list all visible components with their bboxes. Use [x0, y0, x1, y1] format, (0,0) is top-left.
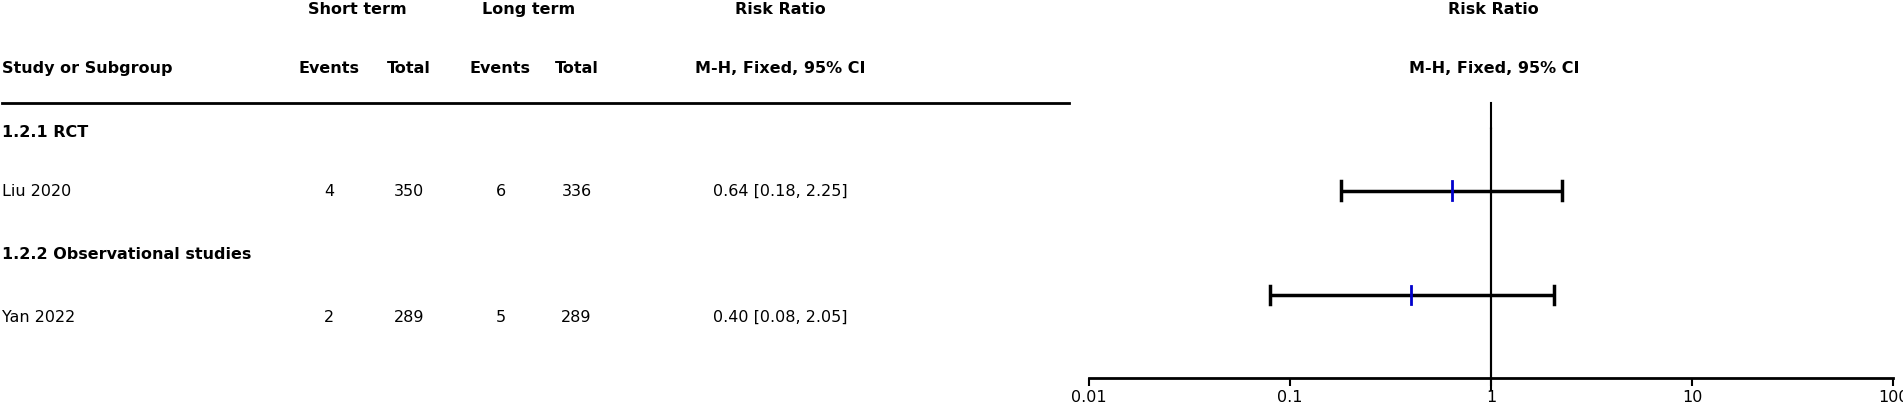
Text: 289: 289	[561, 310, 592, 325]
Text: Study or Subgroup: Study or Subgroup	[2, 60, 173, 76]
Text: Risk Ratio: Risk Ratio	[1448, 2, 1540, 17]
Text: 350: 350	[394, 184, 424, 199]
Text: Total: Total	[554, 60, 599, 76]
Text: Events: Events	[470, 60, 531, 76]
Text: Risk Ratio: Risk Ratio	[735, 2, 826, 17]
Text: 4: 4	[324, 184, 335, 199]
Text: Yan 2022: Yan 2022	[2, 310, 74, 325]
Text: M-H, Fixed, 95% CI: M-H, Fixed, 95% CI	[1408, 60, 1579, 76]
Text: Long term: Long term	[483, 2, 575, 17]
Text: M-H, Fixed, 95% CI: M-H, Fixed, 95% CI	[695, 60, 866, 76]
Text: Short term: Short term	[308, 2, 407, 17]
Text: 6: 6	[495, 184, 506, 199]
Text: 336: 336	[561, 184, 592, 199]
Text: 289: 289	[394, 310, 424, 325]
Text: Total: Total	[386, 60, 432, 76]
Text: Events: Events	[299, 60, 360, 76]
Text: 1.2.1 RCT: 1.2.1 RCT	[2, 125, 88, 140]
Text: Liu 2020: Liu 2020	[2, 184, 70, 199]
Text: 5: 5	[495, 310, 506, 325]
Text: 1.2.2 Observational studies: 1.2.2 Observational studies	[2, 247, 251, 262]
Text: 0.40 [0.08, 2.05]: 0.40 [0.08, 2.05]	[714, 310, 847, 325]
Text: 0.64 [0.18, 2.25]: 0.64 [0.18, 2.25]	[714, 184, 847, 199]
Text: 2: 2	[324, 310, 335, 325]
